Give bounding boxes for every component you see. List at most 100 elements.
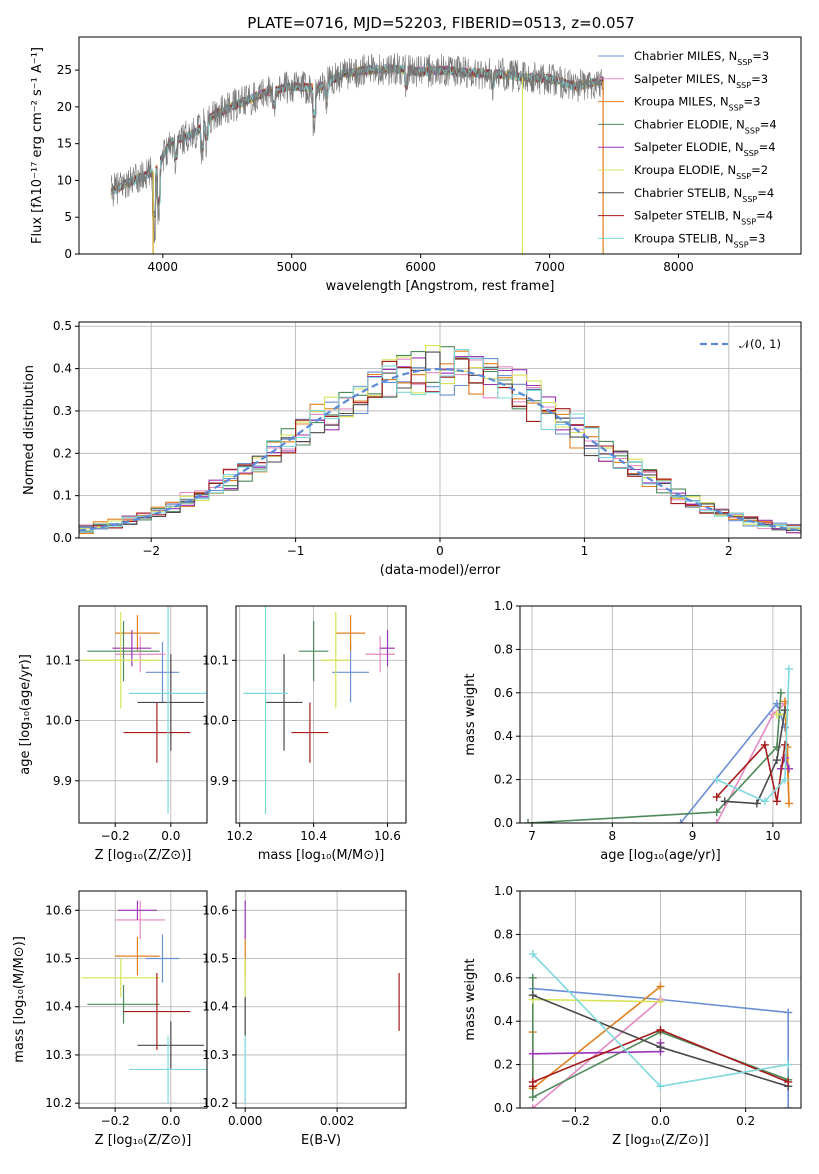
residual-histogram: [79, 349, 801, 533]
y-tick-label: 0: [64, 247, 72, 261]
y-tick-label: 10: [57, 173, 72, 187]
legend-entry: 𝒩(0, 1): [739, 337, 781, 351]
x-tick-label: 8: [609, 829, 617, 843]
age_vs_mass-panel: 10.2 10.4 10.6 9.9 10.0 10.1 mass [log₁₀(M/M⊙)…: [202, 605, 407, 863]
spectrum-model-line: [110, 64, 604, 221]
legend-entry: Kroupa STELIB, NSSP=3: [634, 231, 765, 249]
y-tick-label: 0.8: [494, 642, 513, 656]
x-tick-label: 6000: [405, 260, 436, 274]
x-tick-label: 0: [436, 544, 444, 558]
x-tick-label: 0.0: [161, 829, 180, 843]
x-axis-label: age [log₁₀(age/yr)]: [600, 848, 721, 863]
y-tick-label: 0.6: [494, 686, 513, 700]
chart-title: PLATE=0716, MJD=52203, FIBERID=0513, z=0…: [247, 14, 634, 32]
legend-subscript: SSP: [745, 126, 760, 135]
axes-frame: [78, 36, 802, 255]
axes-frame: [78, 605, 208, 824]
y-tick-label: 10.0: [202, 714, 229, 728]
y-tick-label: 0.5: [53, 319, 72, 333]
axes-frame: [519, 890, 802, 1109]
axes-frame: [235, 605, 407, 824]
y-tick-label: 0.8: [494, 927, 513, 941]
legend-subscript: SSP: [744, 149, 759, 158]
y-axis-label: Normed distribution: [22, 365, 37, 495]
y-axis-label: mass weight: [463, 673, 478, 755]
y-tick-label: 0.2: [494, 773, 513, 787]
y-tick-label: 0.0: [494, 816, 513, 830]
legend-subscript: SSP: [741, 217, 756, 226]
x-tick-label: 0.000: [228, 1114, 262, 1128]
x-tick-label: 1: [581, 544, 589, 558]
legend-subscript: SSP: [736, 172, 751, 181]
y-tick-label: 20: [57, 100, 72, 114]
y-tick-label: 0.2: [494, 1058, 513, 1072]
weight-line: [532, 1042, 662, 1055]
age_vs_Z-panel: −0.2 0.0 9.9 10.0 10.1 Z [log₁₀(Z/Z⊙)] age [lo…: [18, 605, 208, 863]
x-tick-label: 4000: [148, 260, 179, 274]
weight_vs_age-plot-area: [520, 606, 801, 823]
weight-line: [532, 998, 661, 1003]
x-tick-label: −0.2: [101, 1114, 130, 1128]
axes-frame: [235, 890, 407, 1109]
legend-nssp: =2: [751, 163, 768, 177]
y-tick-label: 0.2: [53, 446, 72, 460]
x-tick-label: −0.2: [101, 829, 130, 843]
weight-line: [532, 987, 789, 1108]
y-axis-label: mass [log₁₀(M/M⊙)]: [12, 936, 27, 1063]
legend-entry: Kroupa MILES, NSSP=3: [634, 95, 760, 113]
x-tick-label: 10: [765, 829, 780, 843]
mass_vs_Z-panel: −0.2 0.0 10.2 10.3 10.4 10.5 10.6 Z [log₁₀(Z/Z⊙…: [12, 890, 208, 1148]
y-axis-label: Flux [fλ10⁻¹⁷ erg cm⁻² s⁻¹ A⁻¹]: [30, 47, 45, 244]
x-axis-label: Z [log₁₀(Z/Z⊙)]: [612, 1133, 709, 1148]
y-axis-label: mass weight: [463, 958, 478, 1040]
legend-nssp: =3: [752, 49, 769, 63]
legend-nssp: =4: [759, 140, 776, 154]
x-tick-label: −2: [142, 544, 160, 558]
legend-nssp: =4: [756, 209, 773, 223]
weight-line: [527, 692, 782, 823]
x-tick-label: 0.2: [736, 1114, 755, 1128]
x-axis-label: mass [log₁₀(M/M⊙)]: [258, 848, 385, 863]
y-tick-label: 5: [64, 210, 72, 224]
x-tick-label: 7: [528, 829, 536, 843]
spectrum-panel: 4000 5000 6000 7000 8000 0 5 10 15 20 25 wavelength…: [30, 36, 802, 294]
y-tick-label: 0.4: [53, 362, 72, 376]
y-axis-label: age [log₁₀(age/yr)]: [18, 654, 33, 775]
weight-line: [716, 668, 790, 803]
weight-line: [532, 998, 662, 1108]
y-tick-label: 10.2: [202, 1096, 229, 1110]
legend-entry: Salpeter MILES, NSSP=3: [634, 72, 768, 90]
y-tick-label: 0.0: [53, 531, 72, 545]
y-tick-label: 10.1: [45, 653, 72, 667]
spectrum-data-line: [110, 52, 604, 243]
x-tick-label: 10.4: [300, 829, 327, 843]
y-tick-label: 25: [57, 63, 72, 77]
legend-subscript: SSP: [742, 194, 757, 203]
legend-nssp: =3: [751, 72, 768, 86]
y-tick-label: 0.4: [494, 1014, 513, 1028]
residuals-plot-area: [79, 322, 801, 538]
legend-subscript: SSP: [736, 80, 751, 89]
y-tick-label: 0.1: [53, 489, 72, 503]
y-tick-label: 10.3: [202, 1048, 229, 1062]
y-tick-label: 10.4: [45, 1000, 72, 1014]
weight-line: [716, 743, 786, 802]
gaussian-curve: [79, 367, 801, 532]
x-tick-label: −0.2: [561, 1114, 590, 1128]
mass_vs_ebv-panel: 0.000 0.002 10.2 10.3 10.4 10.5 10.6 E(B-V): [202, 890, 407, 1148]
legend-subscript: SSP: [734, 240, 749, 249]
x-tick-label: 9: [689, 829, 697, 843]
legend-entry: Kroupa ELODIE, NSSP=2: [634, 163, 768, 181]
x-tick-label: 8000: [663, 260, 694, 274]
weight_vs_Z-panel: −0.2 0.0 0.2 0.0 0.2 0.4 0.6 0.8 1.0 Z [log₁₀(Z/Z…: [463, 884, 802, 1148]
legend-nssp: =3: [749, 231, 766, 245]
age_vs_Z-plot-area: [79, 606, 207, 823]
mass_vs_ebv-plot-area: [236, 891, 406, 1108]
y-tick-label: 10.4: [202, 1000, 229, 1014]
age_vs_mass-plot-area: [236, 606, 406, 823]
x-tick-label: 0.0: [651, 1114, 670, 1128]
y-tick-label: 10.5: [45, 952, 72, 966]
mass_vs_Z-plot-area: [79, 891, 207, 1108]
x-tick-label: 10.6: [374, 829, 401, 843]
